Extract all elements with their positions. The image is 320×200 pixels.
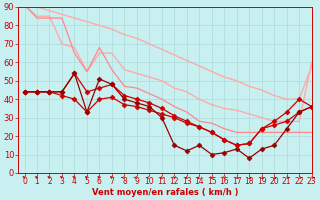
X-axis label: Vent moyen/en rafales ( km/h ): Vent moyen/en rafales ( km/h ) xyxy=(92,188,238,197)
